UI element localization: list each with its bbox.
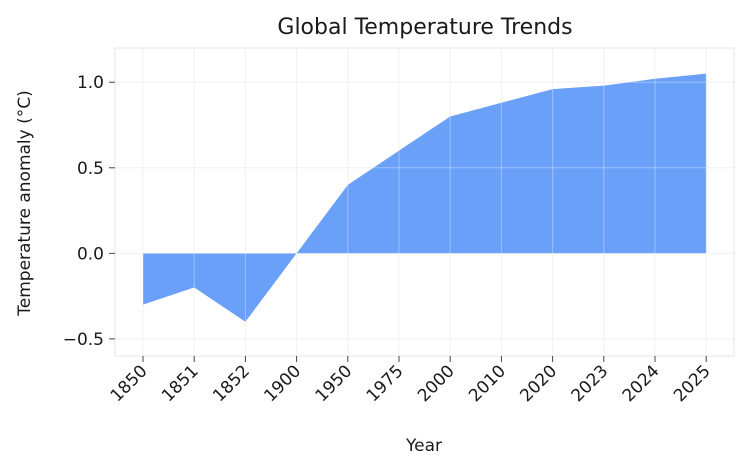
x-axis-label: Year: [405, 436, 442, 456]
area-layer: [143, 73, 707, 322]
y-tick-label: 0.5: [77, 159, 104, 179]
grid-overlay: [115, 48, 734, 356]
y-axis-label: Temperature anomaly (°C): [15, 90, 35, 316]
area-series: [143, 73, 707, 322]
y-tick-label: 0.0: [77, 244, 104, 264]
chart-title: Global Temperature Trends: [277, 15, 572, 40]
plot-frame: [114, 47, 735, 357]
y-axis: −0.5 0.0 0.5 1.0: [63, 73, 115, 350]
y-tick-label: 1.0: [77, 73, 104, 93]
y-tick-label: −0.5: [63, 330, 104, 350]
